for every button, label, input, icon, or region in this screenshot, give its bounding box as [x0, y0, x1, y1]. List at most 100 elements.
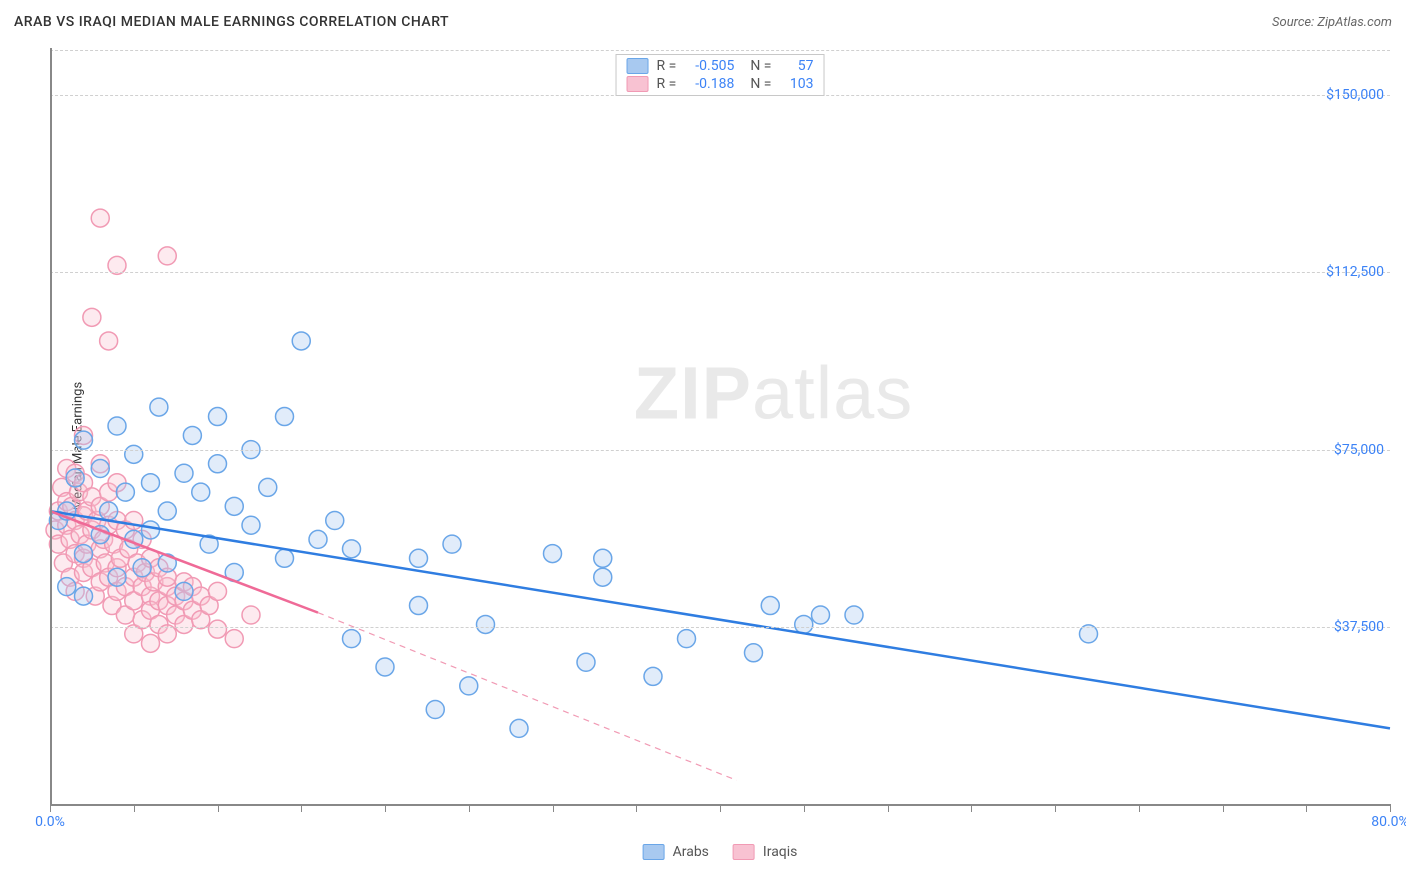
y-tick-label: $75,000 [1334, 442, 1384, 458]
scatter-point [58, 578, 76, 596]
scatter-point [594, 549, 612, 567]
grid-line [50, 627, 1390, 628]
scatter-point [343, 540, 361, 558]
scatter-point [343, 630, 361, 648]
scatter-point [443, 535, 461, 553]
scatter-point [209, 408, 227, 426]
scatter-point [276, 408, 294, 426]
legend-n-label: N = [750, 58, 771, 74]
scatter-point [183, 426, 201, 444]
x-tick [1223, 804, 1224, 812]
y-tick-label: $112,500 [1326, 264, 1384, 280]
x-tick [469, 804, 470, 812]
x-tick-label: 80.0% [1371, 814, 1406, 830]
stats-legend: R = -0.505 N = 57 R = -0.188 N = 103 [616, 54, 825, 96]
series-legend-item: Iraqis [733, 844, 797, 860]
legend-r-label: R = [657, 76, 677, 92]
x-tick [888, 804, 889, 812]
x-tick [804, 804, 805, 812]
scatter-point [309, 530, 327, 548]
x-tick [636, 804, 637, 812]
x-tick [1055, 804, 1056, 812]
scatter-point [150, 398, 168, 416]
scatter-point [644, 667, 662, 685]
scatter-point [242, 606, 260, 624]
scatter-point [175, 464, 193, 482]
scatter-point [100, 332, 118, 350]
grid-line [50, 450, 1390, 451]
scatter-point [678, 630, 696, 648]
legend-n-value: 103 [779, 76, 813, 92]
y-tick-label: $37,500 [1334, 619, 1384, 635]
scatter-point [426, 701, 444, 719]
scatter-point [410, 549, 428, 567]
scatter-point [326, 512, 344, 530]
y-axis [50, 48, 52, 804]
scatter-point [225, 497, 243, 515]
x-tick [134, 804, 135, 812]
scatter-point [276, 549, 294, 567]
scatter-point [795, 615, 813, 633]
scatter-point [142, 634, 160, 652]
scatter-point [209, 582, 227, 600]
grid-line [50, 272, 1390, 273]
legend-r-value: -0.188 [684, 76, 734, 92]
x-tick [553, 804, 554, 812]
scatter-point [91, 460, 109, 478]
scatter-point [209, 620, 227, 638]
scatter-point [761, 597, 779, 615]
x-tick [50, 804, 51, 812]
scatter-point [175, 582, 193, 600]
series-legend-label: Arabs [673, 844, 709, 860]
x-tick [720, 804, 721, 812]
chart-title: ARAB VS IRAQI MEDIAN MALE EARNINGS CORRE… [14, 14, 449, 30]
x-tick [218, 804, 219, 812]
scatter-point [812, 606, 830, 624]
legend-n-label: N = [750, 76, 771, 92]
legend-n-value: 57 [779, 58, 813, 74]
scatter-point [125, 445, 143, 463]
scatter-point [845, 606, 863, 624]
x-tick [1139, 804, 1140, 812]
scatter-point [75, 545, 93, 563]
plot-region: ZIPatlas $37,500$75,000$112,500$150,0000… [50, 48, 1390, 832]
svg-layer [50, 48, 1390, 832]
x-tick [385, 804, 386, 812]
scatter-point [75, 431, 93, 449]
series-legend-label: Iraqis [763, 844, 797, 860]
scatter-point [116, 483, 134, 501]
x-tick-label: 0.0% [35, 814, 65, 830]
scatter-point [292, 332, 310, 350]
legend-swatch [627, 58, 649, 74]
y-tick-label: $150,000 [1326, 87, 1384, 103]
series-legend: Arabs Iraqis [643, 844, 798, 860]
x-tick [1306, 804, 1307, 812]
scatter-point [544, 545, 562, 563]
legend-r-label: R = [657, 58, 677, 74]
legend-r-value: -0.505 [684, 58, 734, 74]
scatter-point [259, 478, 277, 496]
stats-legend-row: R = -0.505 N = 57 [627, 57, 814, 75]
legend-swatch [627, 76, 649, 92]
scatter-point [510, 719, 528, 737]
legend-swatch [733, 844, 755, 860]
scatter-point [460, 677, 478, 695]
chart-area: ZIPatlas $37,500$75,000$112,500$150,0000… [50, 48, 1390, 832]
source-label: Source: ZipAtlas.com [1272, 15, 1392, 30]
scatter-point [75, 587, 93, 605]
scatter-point [192, 483, 210, 501]
series-legend-item: Arabs [643, 844, 709, 860]
scatter-point [133, 559, 151, 577]
scatter-point [142, 474, 160, 492]
scatter-point [142, 521, 160, 539]
stats-legend-row: R = -0.188 N = 103 [627, 75, 814, 93]
scatter-point [158, 502, 176, 520]
scatter-point [100, 502, 118, 520]
scatter-point [225, 630, 243, 648]
scatter-point [108, 568, 126, 586]
legend-swatch [643, 844, 665, 860]
scatter-point [242, 516, 260, 534]
scatter-point [66, 469, 84, 487]
scatter-point [745, 644, 763, 662]
x-tick [301, 804, 302, 812]
